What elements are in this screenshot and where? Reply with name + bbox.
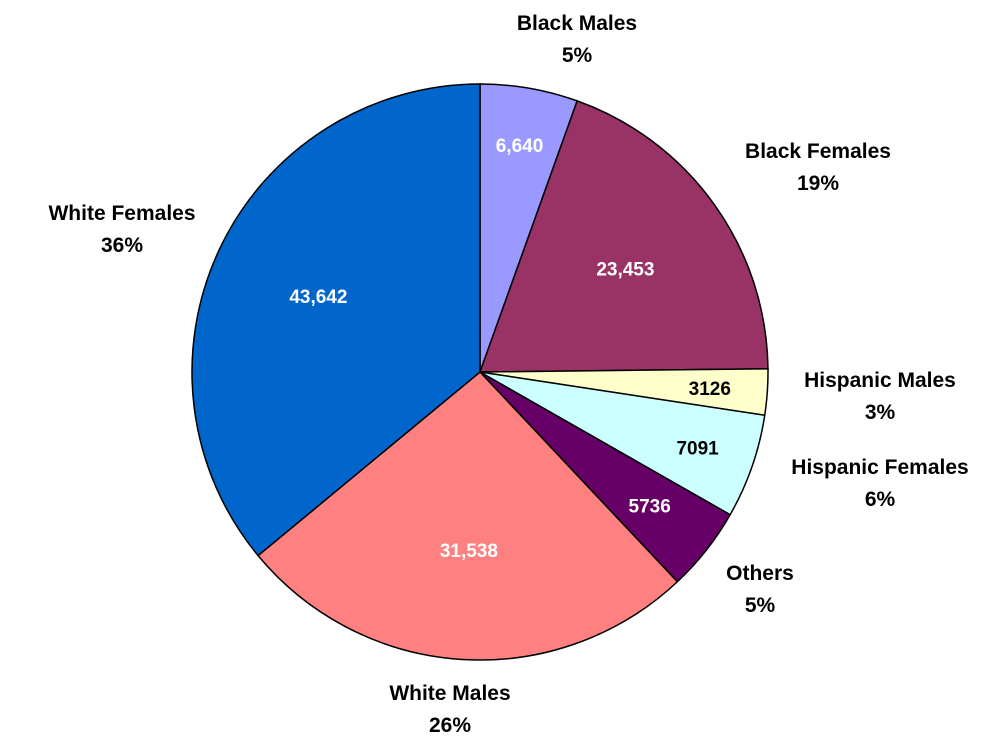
pie-value-labels: 6,640 23,453 3126 7091 5736 31,538 43,642 <box>289 136 731 562</box>
percent-label-white-females: 36% <box>101 234 143 257</box>
pie-slices <box>191 83 769 661</box>
value-label-white-males: 31,538 <box>440 541 498 562</box>
pie-category-labels: Black Males 5% Black Females 19% Hispanic Ma… <box>48 12 968 737</box>
percent-label-white-males: 26% <box>429 714 471 737</box>
percent-label-hispanic-males: 3% <box>865 401 896 424</box>
value-label-others: 5736 <box>629 497 671 518</box>
category-label-black-females: Black Females <box>745 140 891 163</box>
percent-label-hispanic-females: 6% <box>865 488 896 511</box>
value-label-black-females: 23,453 <box>596 259 654 280</box>
category-label-others: Others <box>726 562 794 585</box>
category-label-hispanic-males: Hispanic Males <box>804 369 956 392</box>
percent-label-black-males: 5% <box>562 44 593 67</box>
category-label-hispanic-females: Hispanic Females <box>791 456 968 479</box>
percent-label-others: 5% <box>745 594 776 617</box>
category-label-white-males: White Males <box>389 682 510 705</box>
category-label-black-males: Black Males <box>517 12 637 35</box>
category-label-white-females: White Females <box>48 202 195 225</box>
pie-slice-white-males <box>257 370 679 661</box>
value-label-black-males: 6,640 <box>496 136 544 157</box>
pie-slice-black-females <box>478 99 769 373</box>
pie-slice-white-females <box>191 83 481 557</box>
value-label-hispanic-males: 3126 <box>689 379 731 400</box>
value-label-hispanic-females: 7091 <box>676 439 719 460</box>
percent-label-black-females: 19% <box>797 172 839 195</box>
value-label-white-females: 43,642 <box>289 287 347 308</box>
